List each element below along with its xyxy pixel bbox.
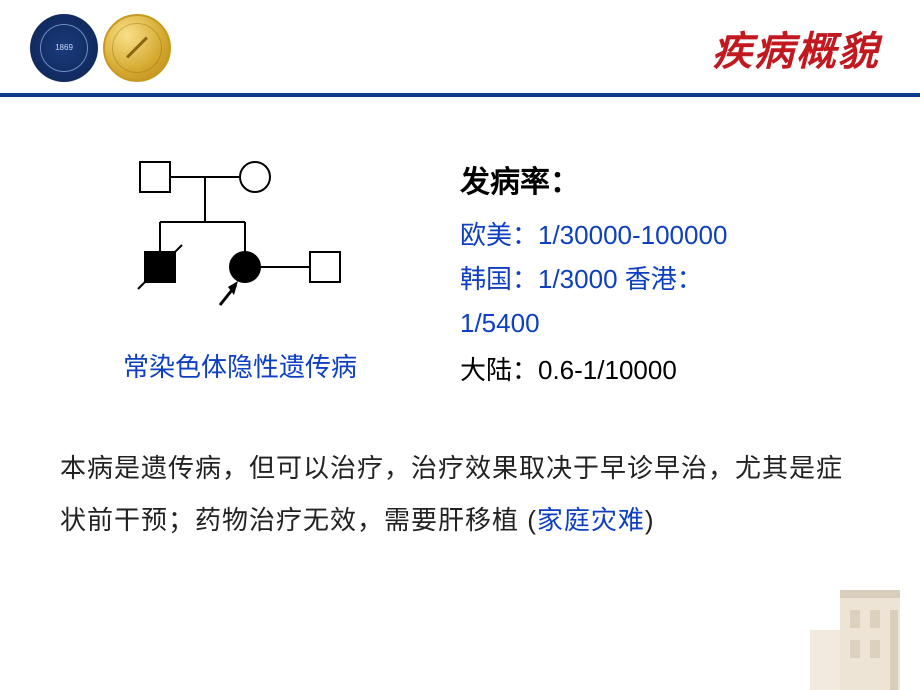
incidence-line-2: 韩国：1/3000 香港： [460, 257, 880, 301]
logo-blue-year: 1869 [55, 43, 73, 52]
certification-logo-gold [103, 14, 171, 82]
body-paragraph: 本病是遗传病，但可以治疗，治疗效果取决于早诊早治，尤其是症状前干预；药物治疗无效… [0, 392, 920, 546]
logo-group: 1869 [30, 14, 171, 82]
body-highlight: 家庭灾难 [537, 505, 645, 535]
page-title: 疾病概貌 [712, 19, 880, 77]
pedigree-column: 常染色体隐性遗传病 [60, 147, 420, 392]
building-background-icon [750, 570, 910, 690]
incidence-last-line: 大陆：0.6-1/10000 [460, 348, 880, 392]
hospital-logo-blue: 1869 [30, 14, 98, 82]
logo-blue-inner: 1869 [40, 24, 88, 72]
incidence-line-3: 1/5400 [460, 301, 880, 345]
pedigree-caption: 常染色体隐性遗传病 [123, 347, 357, 384]
gold-slash-icon [126, 37, 148, 59]
body-suffix: ) [645, 505, 655, 535]
incidence-column: 发病率： 欧美：1/30000-100000 韩国：1/3000 香港： 1/5… [460, 147, 880, 392]
main-content: 常染色体隐性遗传病 发病率： 欧美：1/30000-100000 韩国：1/30… [0, 97, 920, 392]
slide-header: 1869 疾病概貌 [0, 0, 920, 85]
incidence-line-1: 欧美：1/30000-100000 [460, 213, 880, 257]
incidence-title: 发病率： [460, 157, 880, 201]
pedigree-diagram [100, 147, 380, 327]
body-prefix: 本病是遗传病，但可以治疗，治疗效果取决于早诊早治，尤其是症状前干预；药物治疗无效… [60, 453, 843, 535]
